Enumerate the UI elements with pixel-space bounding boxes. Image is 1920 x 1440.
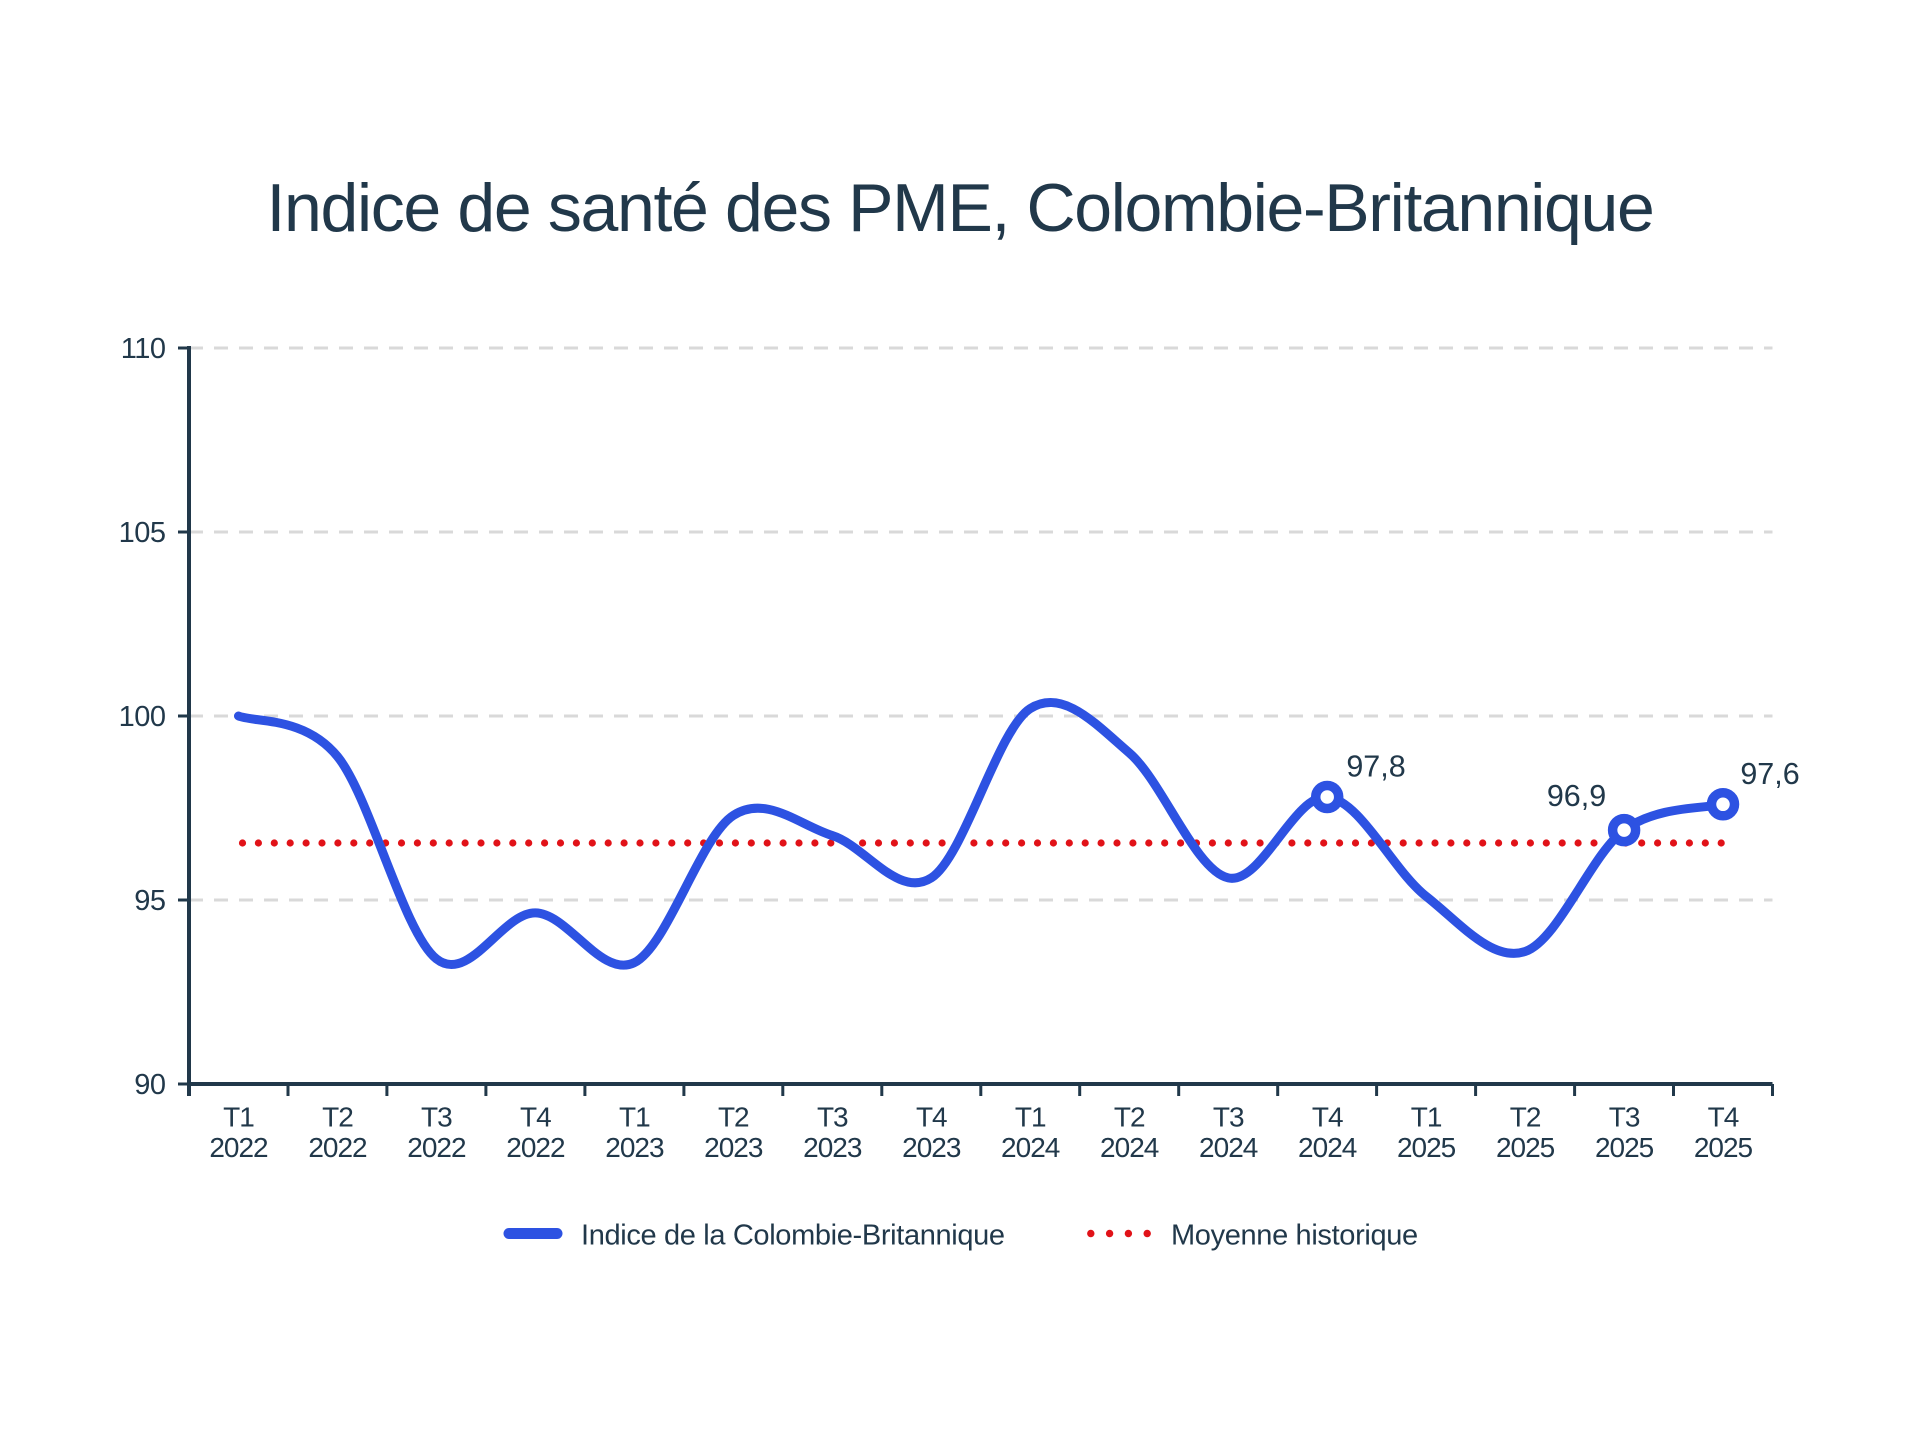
svg-text:2024: 2024 [1298,1132,1357,1163]
svg-text:2025: 2025 [1496,1132,1555,1163]
svg-text:T4: T4 [916,1102,947,1133]
svg-text:T1: T1 [1411,1102,1442,1133]
svg-text:2024: 2024 [1199,1132,1258,1163]
svg-text:T3: T3 [421,1102,452,1133]
svg-text:T4: T4 [520,1102,551,1133]
svg-text:T3: T3 [817,1102,848,1133]
svg-text:2025: 2025 [1397,1132,1456,1163]
svg-text:97,8: 97,8 [1346,750,1405,784]
svg-text:Indice de la Colombie-Britanni: Indice de la Colombie-Britannique [581,1219,1005,1251]
svg-text:T4: T4 [1312,1102,1343,1133]
svg-text:Moyenne historique: Moyenne historique [1171,1219,1418,1251]
svg-text:110: 110 [121,333,166,365]
svg-text:2022: 2022 [209,1132,268,1163]
svg-text:100: 100 [119,701,166,733]
svg-text:96,9: 96,9 [1547,779,1606,813]
svg-text:2024: 2024 [1100,1132,1159,1163]
svg-text:T4: T4 [1708,1102,1739,1133]
svg-text:T2: T2 [322,1102,353,1133]
svg-text:105: 105 [119,517,166,549]
svg-text:T2: T2 [718,1102,749,1133]
svg-text:95: 95 [134,885,165,917]
svg-text:2025: 2025 [1595,1132,1654,1163]
svg-text:Indice de santé des PME, Colom: Indice de santé des PME, Colombie-Britan… [267,170,1654,246]
svg-text:2024: 2024 [1001,1132,1060,1163]
svg-text:2022: 2022 [308,1132,367,1163]
svg-text:2023: 2023 [803,1132,862,1163]
svg-text:T3: T3 [1213,1102,1244,1133]
svg-text:2022: 2022 [407,1132,466,1163]
svg-text:2023: 2023 [902,1132,961,1163]
svg-text:T1: T1 [1015,1102,1046,1133]
svg-text:2022: 2022 [506,1132,565,1163]
svg-text:90: 90 [134,1069,165,1101]
svg-text:2025: 2025 [1694,1132,1753,1163]
svg-text:2023: 2023 [704,1132,763,1163]
svg-text:97,6: 97,6 [1740,757,1799,791]
svg-text:T1: T1 [223,1102,254,1133]
svg-text:T1: T1 [619,1102,650,1133]
svg-text:T3: T3 [1609,1102,1640,1133]
svg-text:T2: T2 [1114,1102,1145,1133]
svg-text:2023: 2023 [605,1132,664,1163]
svg-text:T2: T2 [1510,1102,1541,1133]
